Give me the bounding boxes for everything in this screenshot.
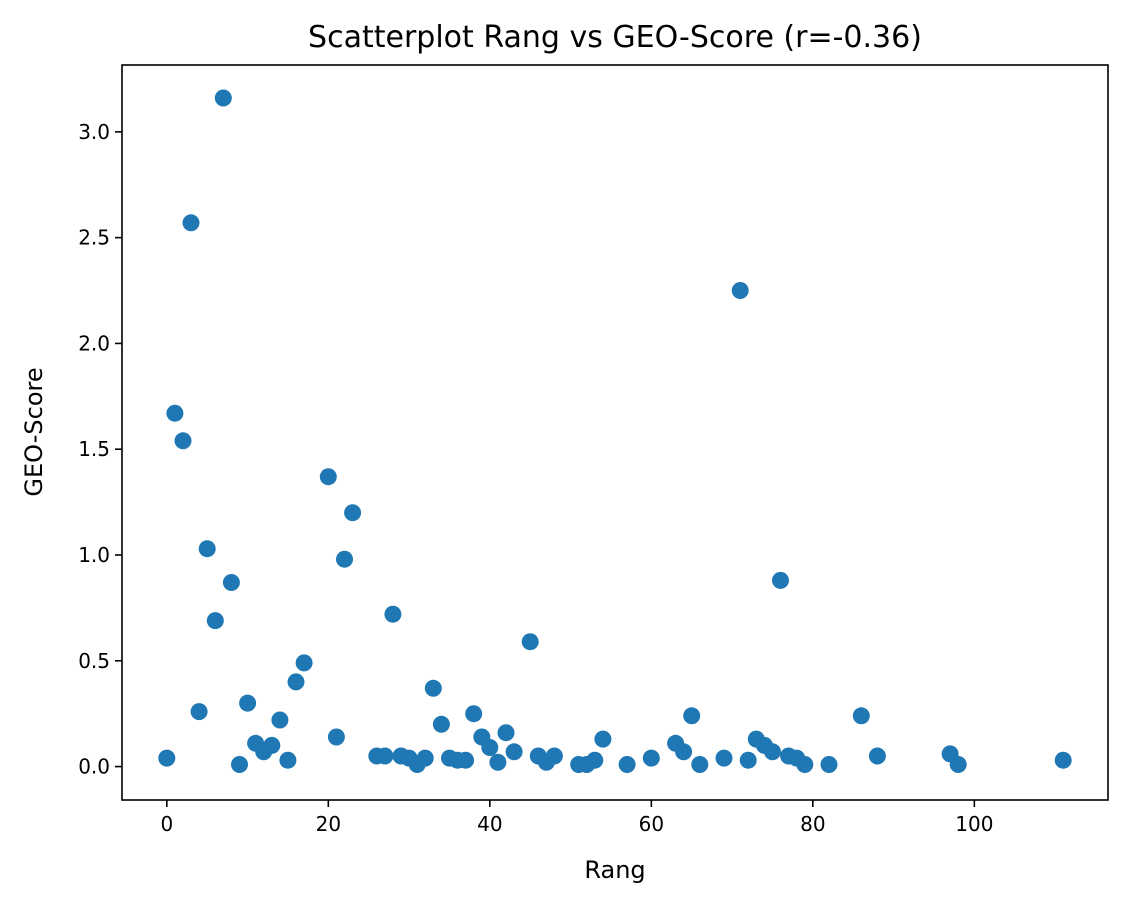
plot-frame bbox=[121, 64, 1109, 801]
data-point bbox=[182, 214, 200, 232]
data-point bbox=[521, 633, 539, 651]
data-point bbox=[344, 504, 362, 522]
data-point bbox=[222, 574, 240, 591]
data-point bbox=[731, 282, 749, 299]
data-point bbox=[231, 756, 248, 773]
data-point bbox=[481, 739, 499, 756]
data-point bbox=[432, 715, 450, 733]
y-tick-label: 1.5 bbox=[78, 437, 110, 461]
data-point bbox=[263, 736, 281, 754]
data-point bbox=[618, 756, 636, 773]
data-point bbox=[166, 404, 184, 422]
data-point bbox=[287, 673, 305, 691]
data-point bbox=[489, 753, 507, 771]
x-tick-label: 100 bbox=[955, 812, 993, 836]
data-point bbox=[691, 756, 709, 773]
x-tick-label: 80 bbox=[800, 812, 825, 836]
data-point bbox=[465, 705, 483, 723]
data-point bbox=[174, 432, 192, 450]
x-tick-label: 60 bbox=[639, 812, 664, 836]
data-point bbox=[279, 751, 297, 769]
x-tick-label: 40 bbox=[477, 812, 502, 836]
data-point bbox=[424, 679, 442, 697]
data-point bbox=[376, 747, 394, 765]
y-tick-label: 1.0 bbox=[78, 543, 110, 567]
data-point bbox=[336, 550, 353, 568]
y-tick-label: 2.0 bbox=[78, 331, 110, 355]
x-axis: 0 20 40 60 80 100 bbox=[160, 800, 993, 836]
data-point bbox=[457, 751, 475, 769]
data-point bbox=[796, 756, 814, 773]
x-axis-label: Rang bbox=[584, 856, 645, 884]
data-point bbox=[158, 749, 176, 767]
data-point bbox=[642, 749, 660, 767]
data-point bbox=[949, 756, 967, 773]
data-point bbox=[1054, 751, 1072, 769]
data-point bbox=[214, 89, 232, 107]
x-tick-label: 20 bbox=[316, 812, 341, 836]
data-point bbox=[198, 540, 216, 558]
y-axis: 0.0 0.5 1.0 1.5 2.0 2.5 3.0 bbox=[78, 120, 122, 779]
data-points bbox=[158, 89, 1072, 773]
data-point bbox=[715, 749, 733, 767]
data-point bbox=[190, 703, 208, 721]
y-tick-label: 3.0 bbox=[78, 120, 110, 144]
x-tick-label: 0 bbox=[160, 812, 173, 836]
data-point bbox=[772, 571, 789, 589]
y-tick-label: 0.5 bbox=[78, 649, 110, 673]
data-point bbox=[739, 751, 757, 769]
y-tick-label: 0.0 bbox=[78, 755, 110, 779]
data-point bbox=[271, 711, 289, 729]
y-tick-label: 2.5 bbox=[78, 226, 110, 250]
data-point bbox=[206, 612, 224, 630]
data-point bbox=[586, 751, 604, 769]
data-point bbox=[820, 756, 838, 773]
chart-title: Scatterplot Rang vs GEO-Score (r=-0.36) bbox=[308, 20, 922, 55]
data-point bbox=[683, 707, 701, 725]
data-point bbox=[675, 743, 693, 761]
data-point bbox=[416, 749, 434, 767]
y-axis-label: GEO-Score bbox=[20, 367, 48, 496]
data-point bbox=[852, 707, 870, 725]
data-point bbox=[295, 654, 313, 672]
data-point bbox=[384, 605, 402, 623]
data-point bbox=[868, 747, 886, 765]
data-point bbox=[545, 747, 563, 765]
data-point bbox=[505, 743, 523, 761]
data-point bbox=[239, 694, 257, 712]
data-point bbox=[319, 468, 337, 486]
data-point bbox=[764, 743, 781, 761]
data-point bbox=[594, 730, 612, 748]
data-point bbox=[497, 724, 515, 742]
data-point bbox=[327, 728, 345, 746]
